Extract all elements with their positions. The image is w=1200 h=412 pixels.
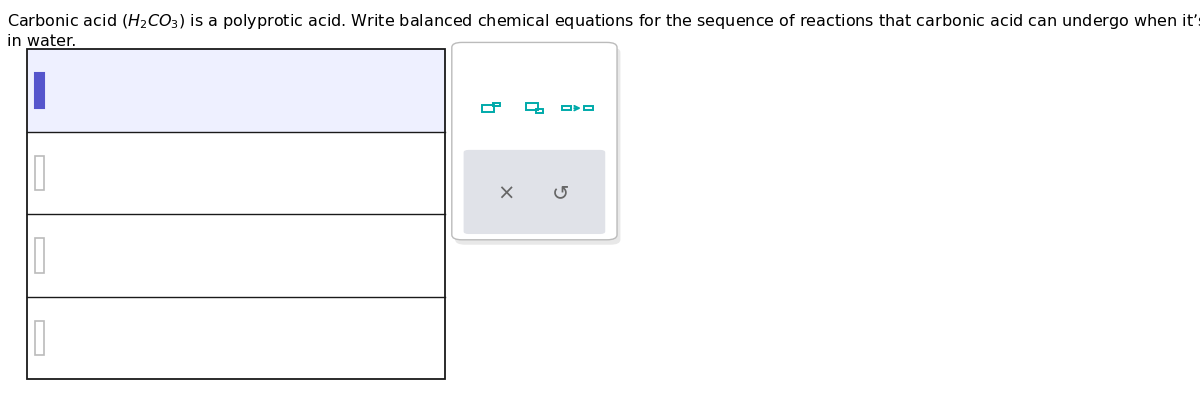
FancyBboxPatch shape xyxy=(26,49,445,132)
Text: ×: × xyxy=(497,184,514,204)
Text: ↺: ↺ xyxy=(552,184,569,204)
FancyBboxPatch shape xyxy=(463,150,605,234)
FancyBboxPatch shape xyxy=(452,42,617,240)
Text: Carbonic acid $(H_2CO_3)$ is a polyprotic acid. Write balanced chemical equation: Carbonic acid $(H_2CO_3)$ is a polyproti… xyxy=(7,12,1200,49)
FancyBboxPatch shape xyxy=(455,47,620,245)
FancyBboxPatch shape xyxy=(36,73,44,108)
